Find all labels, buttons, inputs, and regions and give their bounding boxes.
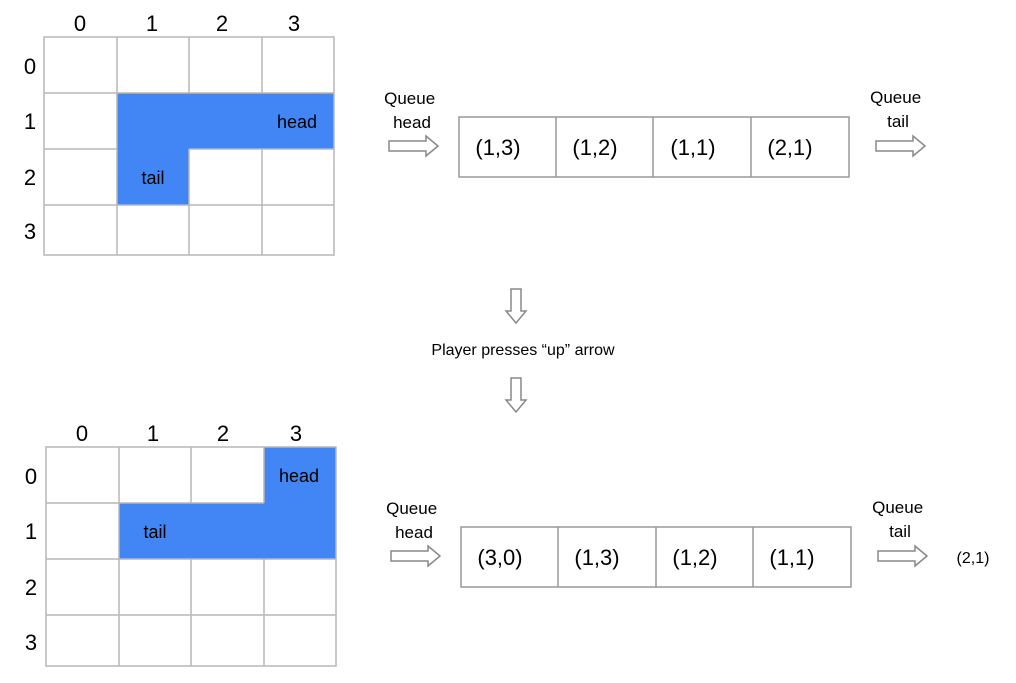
- row-label-3: 3: [25, 630, 37, 655]
- queue-cell: (1,2): [672, 545, 717, 570]
- row-label-1: 1: [24, 109, 36, 134]
- arrow-right-icon: [388, 134, 440, 158]
- snake-head-label: head: [277, 112, 317, 132]
- row-label-3: 3: [24, 219, 36, 244]
- queue-box: [458, 116, 850, 178]
- queue-tail-label: Queue tail: [872, 498, 928, 541]
- top-queue: Queue head (1,3) (1,2) (1,1) (2,1) Queue…: [384, 88, 927, 178]
- grid-lines: [45, 446, 337, 667]
- queue-cell: (1,3): [475, 135, 520, 160]
- arrow-right-icon: [875, 134, 927, 158]
- col-label-0: 0: [74, 11, 86, 36]
- snake-tail-label: tail: [141, 168, 164, 188]
- transition: Player presses “up” arrow: [431, 288, 615, 414]
- arrow-down-icon: [504, 288, 528, 325]
- col-label-0: 0: [76, 421, 88, 446]
- snake-head-label: head: [279, 466, 319, 486]
- snake-cell: [117, 93, 334, 149]
- snake-tail-label: tail: [143, 522, 166, 542]
- col-label-3: 3: [290, 421, 302, 446]
- queue-cell: (3,0): [477, 545, 522, 570]
- row-label-0: 0: [24, 54, 36, 79]
- top-grid: 0 1 2 3 0 1 2 3 head tail: [24, 11, 335, 256]
- col-label-2: 2: [217, 421, 229, 446]
- row-label-0: 0: [25, 464, 37, 489]
- row-label-2: 2: [25, 575, 37, 600]
- snake-cell: [117, 149, 189, 205]
- dropped-tail-value: (2,1): [957, 550, 990, 567]
- queue-cell: (2,1): [767, 135, 812, 160]
- queue-head-label: Queue head: [386, 499, 442, 542]
- grid-lines: [43, 36, 335, 256]
- arrow-right-icon: [877, 544, 929, 568]
- row-label-2: 2: [24, 165, 36, 190]
- arrow-right-icon: [390, 544, 442, 568]
- queue-cell: (1,3): [574, 545, 619, 570]
- transition-label: Player presses “up” arrow: [431, 342, 615, 359]
- snake-cell: [264, 447, 336, 503]
- bottom-grid: 0 1 2 3 0 1 2 3 head tail: [25, 421, 337, 667]
- queue-tail-label: Queue tail: [870, 88, 926, 131]
- queue-head-label: Queue head: [384, 89, 440, 132]
- col-label-1: 1: [146, 11, 158, 36]
- row-label-1: 1: [25, 519, 37, 544]
- queue-box: [460, 526, 852, 588]
- bottom-queue: Queue head (3,0) (1,3) (1,2) (1,1) Queue…: [386, 498, 990, 588]
- col-label-1: 1: [147, 421, 159, 446]
- arrow-down-icon: [504, 377, 528, 414]
- queue-cell: (1,1): [769, 545, 814, 570]
- col-label-3: 3: [288, 11, 300, 36]
- snake-cell: [119, 503, 336, 559]
- queue-cell: (1,2): [572, 135, 617, 160]
- col-label-2: 2: [216, 11, 228, 36]
- queue-cell: (1,1): [670, 135, 715, 160]
